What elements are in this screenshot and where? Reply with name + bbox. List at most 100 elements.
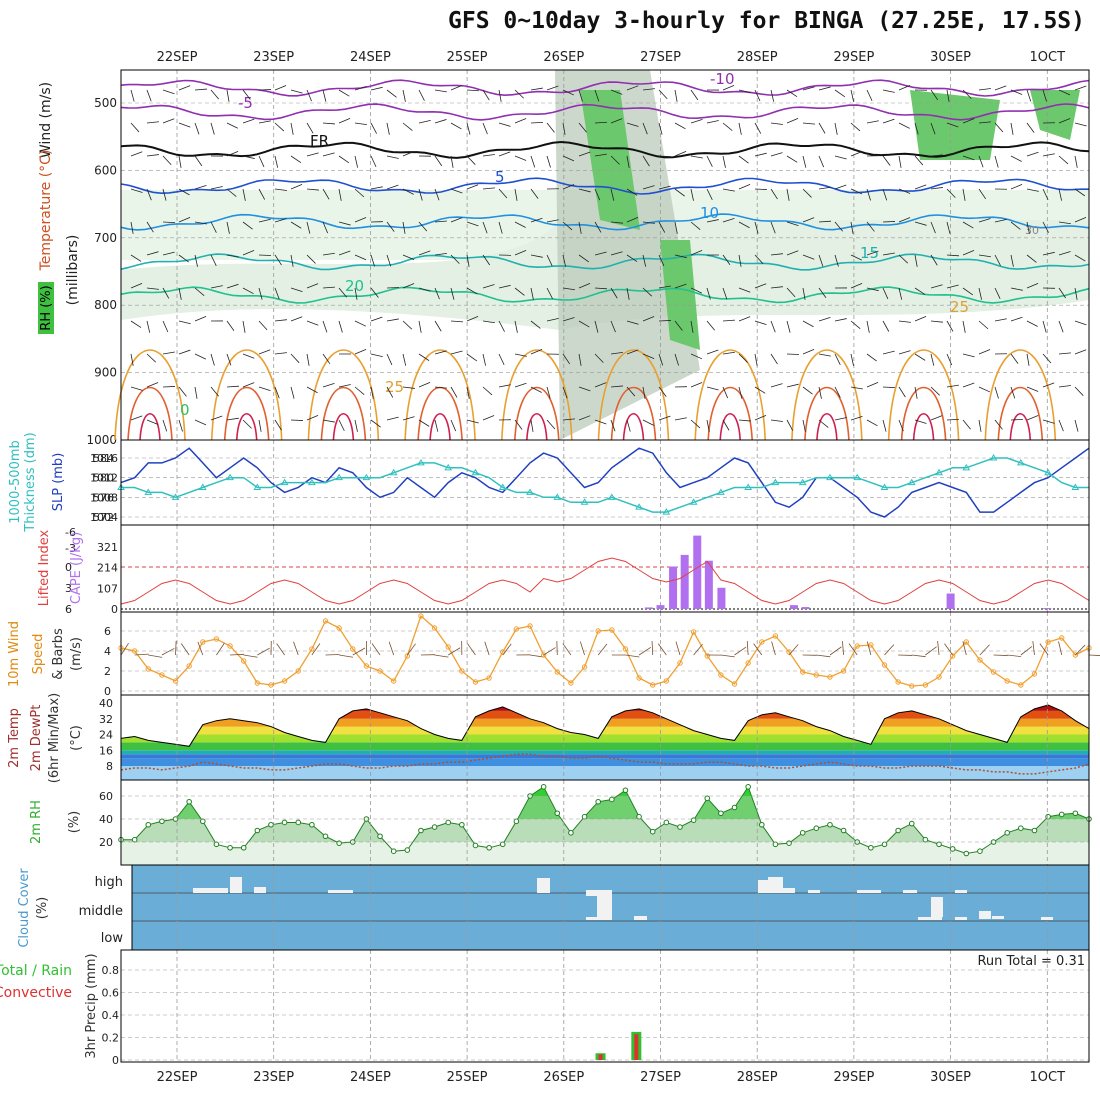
wind-barb <box>579 641 585 656</box>
rh-point <box>499 841 506 848</box>
wind-barb <box>610 89 623 95</box>
wind-barb <box>406 643 416 656</box>
wind-barb <box>866 250 879 256</box>
wind-barb <box>674 254 687 259</box>
wind-barb <box>162 287 170 299</box>
wind-barb <box>306 386 318 394</box>
precip-tick-label: 0.4 <box>102 1009 120 1022</box>
cloud-block <box>597 895 612 920</box>
date-label-bottom: 30SEP <box>930 1070 971 1085</box>
date-label-bottom: 27SEP <box>640 1070 681 1085</box>
wind-barb <box>722 122 733 131</box>
rh-point <box>431 824 438 830</box>
rh-point <box>922 836 929 843</box>
wind-speed-point <box>445 644 451 650</box>
wind-barb <box>610 221 623 224</box>
isotherm-contour <box>120 79 1090 97</box>
wind-barb <box>498 284 511 289</box>
wind-barb <box>818 419 829 428</box>
wind-barb <box>530 254 543 258</box>
wind-barb <box>610 287 618 299</box>
wind-barb <box>197 641 204 656</box>
wind-barb <box>482 187 495 190</box>
isotherm-25-loop <box>984 349 1057 441</box>
wind-speed-point <box>377 668 383 674</box>
wind-barb <box>194 316 207 322</box>
wind-barb <box>226 221 230 234</box>
wind-barb <box>274 287 280 300</box>
wind-speed-point <box>172 678 179 684</box>
wind-barb <box>706 349 719 355</box>
rh-point <box>159 818 165 825</box>
pressure-tick-label: 700 <box>94 231 117 245</box>
wind-barb <box>978 218 991 223</box>
wind-barb <box>242 155 255 159</box>
wind-barb <box>1074 349 1087 355</box>
wind-barb <box>706 386 719 391</box>
li-tick-label: -3 <box>65 542 76 555</box>
rh-point <box>459 821 465 828</box>
wind-barb <box>786 383 799 388</box>
wind-barb <box>418 381 431 388</box>
wind-barb <box>946 320 954 332</box>
wind-barb <box>546 287 553 299</box>
wind-barb <box>354 254 367 261</box>
wind-barb <box>178 349 191 355</box>
wind-speed-point <box>581 664 588 670</box>
wind-barb <box>914 287 926 295</box>
wind-speed-point <box>227 643 233 649</box>
wind-barb <box>370 186 383 190</box>
wind-barb <box>434 155 443 167</box>
wind-barb <box>130 415 143 421</box>
wind-barb <box>802 188 812 198</box>
wind-speed-point <box>650 682 656 688</box>
wind-barb <box>594 188 601 201</box>
rh-point <box>1004 830 1010 836</box>
wind-barb <box>322 320 328 333</box>
wind-barb <box>274 188 287 191</box>
wind-barb <box>1026 353 1030 366</box>
isotherm-contour <box>120 177 1089 195</box>
wind-barb <box>786 419 794 431</box>
wind-barb <box>434 654 449 658</box>
isotherm-30-loop <box>804 386 850 441</box>
wind-barb <box>834 254 839 267</box>
cross-section-panel: 500 600 700 800 900 1000 -10 -5 FR 5 10 15 20 25 25 0 30… <box>38 69 1090 447</box>
wind-barb <box>370 287 379 298</box>
wind-barb <box>946 254 959 257</box>
cloud-block <box>768 877 783 893</box>
wind-barb <box>226 188 237 197</box>
wind-barb <box>994 386 999 399</box>
wind-barb <box>498 221 503 234</box>
wind-barb <box>962 382 975 388</box>
wind-barb <box>402 353 407 366</box>
wind-barb <box>290 122 294 135</box>
wind-barb <box>818 186 831 190</box>
wind-barb <box>418 320 422 333</box>
rh-point <box>813 825 820 832</box>
rh-label-1: 2m RH <box>29 800 44 844</box>
wind-barb <box>258 349 271 355</box>
wind-barb <box>978 88 991 91</box>
thickness-tick-label: 572 <box>93 511 114 524</box>
wind-barb <box>418 287 431 292</box>
isotherm-25-loop <box>694 349 766 441</box>
wind-barb <box>962 353 975 358</box>
wind-barb <box>146 221 154 233</box>
pressure-axis-label: (millibars) <box>65 235 81 306</box>
wind-barb <box>514 250 527 256</box>
wind-barb <box>674 89 678 102</box>
wind-barb <box>402 122 413 131</box>
wind-barb <box>914 353 926 361</box>
wind-barb <box>1074 386 1084 396</box>
wind-barb <box>290 287 303 293</box>
wind-barb <box>180 643 190 656</box>
wind-speed-point <box>922 682 929 688</box>
wind-barb <box>578 282 591 289</box>
wind-barb <box>1058 251 1071 256</box>
cape-tick-label: 321 <box>97 541 118 554</box>
wind-barb <box>1074 122 1087 127</box>
wind-barb <box>530 121 544 124</box>
thickness-tick-label: 580 <box>93 472 114 485</box>
wind-barb <box>322 382 335 388</box>
